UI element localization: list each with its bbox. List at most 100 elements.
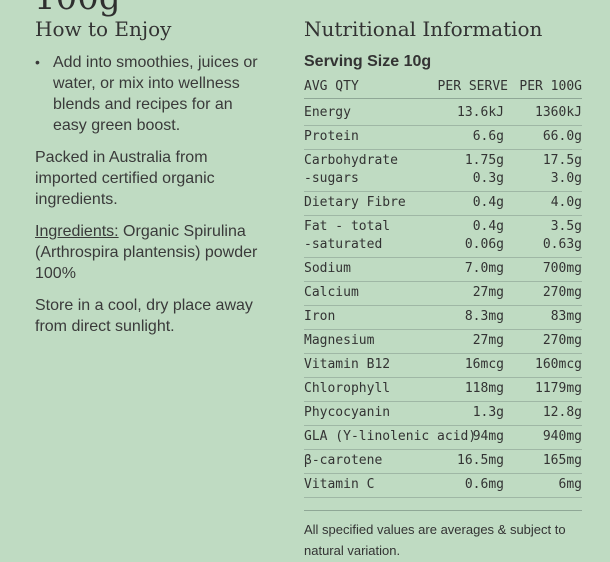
nutrition-panel: Nutritional Information Serving Size 10g… — [304, 16, 582, 561]
nutrient-name-line: Magnesium — [304, 333, 375, 348]
nutrient-name-line: Protein — [304, 129, 359, 144]
per-serve-value-line: 0.06g — [464, 237, 504, 252]
nutrient-name-line: Vitamin C — [304, 477, 375, 492]
per-100g-value: 165mg — [504, 452, 582, 470]
per-100g-value-line: 160mcg — [535, 357, 582, 372]
per-serve-value: 1.75g 0.3g — [456, 152, 504, 188]
nutrient-name: GLA (Y-linolenic acid) — [304, 428, 477, 446]
nutrient-name-line: GLA (Y-linolenic acid) — [304, 429, 477, 444]
per-100g-value-line: 66.0g — [542, 129, 582, 144]
per-100g-value-line: 1360kJ — [535, 105, 582, 120]
nutrient-name: Energy — [304, 104, 456, 122]
per-100g-value: 700mg — [504, 260, 582, 278]
bullet-dot-icon: • — [35, 54, 40, 70]
nutrient-name-line: Vitamin B12 — [304, 357, 391, 372]
per-100g-value: 17.5g 3.0g — [504, 152, 582, 188]
per-100g-value-line: 270mg — [542, 333, 582, 348]
per-100g-value: 6mg — [504, 476, 582, 494]
per-100g-value: 1179mg — [504, 380, 582, 398]
per-100g-value-line: 1179mg — [535, 381, 582, 396]
table-row: Energy 13.6kJ 1360kJ — [304, 102, 582, 126]
per-100g-value-line: 270mg — [542, 285, 582, 300]
usage-text: Add into smoothies, juices or water, or … — [53, 54, 258, 134]
nutrient-name: Magnesium — [304, 332, 456, 350]
per-serve-value-line: 0.4g — [472, 195, 504, 210]
per-100g-value-line: 940mg — [542, 429, 582, 444]
nutrient-name: Phycocyanin — [304, 404, 456, 422]
table-row: Protein 6.6g 66.0g — [304, 126, 582, 150]
product-weight-title: 100g — [34, 0, 121, 18]
nutrient-name: β-carotene — [304, 452, 456, 470]
per-serve-value: 27mg — [456, 332, 504, 350]
nutrient-name: Iron — [304, 308, 456, 326]
col-avg-qty: AVG QTY — [304, 79, 359, 94]
per-serve-value-line: 8.3mg — [464, 309, 504, 324]
per-100g-value: 940mg — [504, 428, 582, 446]
per-serve-value: 0.4g 0.06g — [456, 218, 504, 254]
table-row: Calcium 27mg 270mg — [304, 282, 582, 306]
per-serve-value: 7.0mg — [456, 260, 504, 278]
per-100g-value-line: 12.8g — [542, 405, 582, 420]
per-serve-value-line: 16.5mg — [457, 453, 504, 468]
nutrient-name-line: Calcium — [304, 285, 359, 300]
nutrient-name-line: -saturated — [304, 237, 383, 252]
per-100g-value-line: 17.5g — [542, 153, 582, 168]
per-serve-value-line: 1.75g — [464, 153, 504, 168]
per-100g-value-line: 83mg — [550, 309, 582, 324]
per-100g-value-line: 700mg — [542, 261, 582, 276]
nutrient-name: Vitamin B12 — [304, 356, 456, 374]
per-serve-value: 94mg — [456, 428, 504, 446]
per-100g-value-line: 6mg — [558, 477, 582, 492]
nutrient-name: Vitamin C — [304, 476, 456, 494]
nutrient-name-line: β-carotene — [304, 453, 383, 468]
usage-bullet: • Add into smoothies, juices or water, o… — [35, 52, 270, 136]
nutrient-name: Protein — [304, 128, 456, 146]
nutrient-name-line: Energy — [304, 105, 351, 120]
table-row: Magnesium 27mg 270mg — [304, 330, 582, 354]
per-serve-value: 13.6kJ — [456, 104, 504, 122]
how-to-enjoy-section: How to Enjoy • Add into smoothies, juice… — [35, 16, 270, 337]
per-100g-value: 270mg — [504, 284, 582, 302]
col-per-serve: PER SERVE — [437, 79, 508, 94]
per-serve-value-line: 27mg — [472, 285, 504, 300]
per-serve-value-line: 0.4g — [472, 219, 504, 234]
nutrient-name-line: Dietary Fibre — [304, 195, 406, 210]
per-serve-value-line: 118mg — [464, 381, 504, 396]
per-100g-value: 12.8g — [504, 404, 582, 422]
per-serve-value: 27mg — [456, 284, 504, 302]
table-row: Sodium 7.0mg 700mg — [304, 258, 582, 282]
per-serve-value: 0.6mg — [456, 476, 504, 494]
nutrient-name-line: Carbohydrate — [304, 153, 398, 168]
per-100g-value: 83mg — [504, 308, 582, 326]
ingredients-label: Ingredients: — [35, 223, 119, 240]
nutrient-name: Fat - total -saturated — [304, 218, 456, 254]
per-100g-value: 270mg — [504, 332, 582, 350]
nutrient-name-line: Chlorophyll — [304, 381, 391, 396]
table-row: Vitamin B12 16mcg 160mcg — [304, 354, 582, 378]
nutrient-name-line: Phycocyanin — [304, 405, 391, 420]
per-serve-value-line: 13.6kJ — [457, 105, 504, 120]
per-serve-value-line: 0.6mg — [464, 477, 504, 492]
serving-size: Serving Size 10g — [304, 53, 432, 70]
nutrient-name: Dietary Fibre — [304, 194, 456, 212]
per-serve-value-line: 7.0mg — [464, 261, 504, 276]
per-serve-value: 8.3mg — [456, 308, 504, 326]
per-serve-value: 16.5mg — [456, 452, 504, 470]
per-100g-value: 1360kJ — [504, 104, 582, 122]
nutrition-rows: Energy 13.6kJ 1360kJ Protein 6.6g 66.0g Carboh… — [304, 102, 582, 498]
per-100g-value: 160mcg — [504, 356, 582, 374]
per-serve-value: 118mg — [456, 380, 504, 398]
ingredients-text: Ingredients: Organic Spirulina (Arthrosp… — [35, 221, 270, 284]
ingredients-value: Organic Spirulina (Arthrospira plantensi… — [35, 223, 258, 282]
table-row: Dietary Fibre 0.4g 4.0g — [304, 192, 582, 216]
table-row: Chlorophyll 118mg 1179mg — [304, 378, 582, 402]
nutrition-column-headers: AVG QTY PER SERVE PER 100G — [304, 79, 582, 99]
col-per-100g: PER 100G — [519, 79, 582, 94]
per-100g-value-line: 0.63g — [542, 237, 582, 252]
per-serve-value-line: 94mg — [472, 429, 504, 444]
table-row: Carbohydrate -sugars 1.75g 0.3g 17.5g 3.0g — [304, 150, 582, 192]
nutrient-name-line: Fat - total — [304, 219, 391, 234]
nutrient-name-line: Iron — [304, 309, 336, 324]
nutrient-name: Chlorophyll — [304, 380, 456, 398]
nutrient-name: Calcium — [304, 284, 456, 302]
